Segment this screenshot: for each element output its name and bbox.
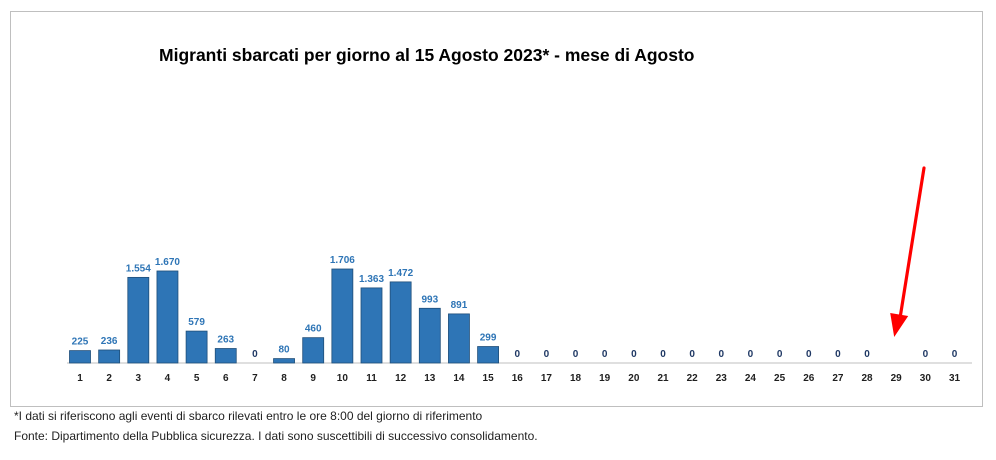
x-tick-label: 10 [337,373,349,384]
x-tick-label: 4 [165,373,171,384]
bar-day-2 [98,349,121,364]
red-arrow-annotation [890,166,926,337]
bar-value-label: 1.472 [388,268,413,279]
x-tick-label: 12 [395,373,407,384]
x-tick-label: 21 [657,373,669,384]
x-tick-label: 16 [512,373,524,384]
value-labels-group: 225 236 1.554 1.670 579 263 0 80 460 1.706 1.363 1.… [72,255,958,360]
bar-day-8 [273,358,295,364]
x-tick-label: 29 [891,373,903,384]
source-note: Fonte: Dipartimento della Pubblica sicur… [14,429,538,443]
x-tick-label: 17 [541,373,553,384]
bar-day-15 [477,346,500,364]
bar-value-label: 1.670 [155,257,180,268]
bar-day-13 [418,307,441,364]
bar-value-label: 0 [777,349,783,360]
bar-day-6 [214,348,237,364]
x-tick-label: 31 [949,373,961,384]
chart-frame: Migranti sbarcati per giorno al 15 Agost… [10,11,983,407]
bar-value-label: 0 [689,349,695,360]
arrow-head [890,313,909,337]
bar-day-10 [331,268,354,364]
bar-value-label: 263 [217,335,234,346]
x-tick-label: 9 [310,373,316,384]
bar-value-label: 80 [278,345,290,356]
bar-day-3 [127,276,150,364]
x-tick-label: 3 [136,373,142,384]
x-tick-label: 2 [106,373,112,384]
x-tick-label: 5 [194,373,200,384]
x-tick-labels-group: 1 2 3 4 5 6 7 8 9 10 11 12 13 14 15 16 17 18 19 20 21 22 23 24 2… [77,373,960,384]
bar-value-label: 1.554 [126,263,151,274]
bar-value-label: 579 [188,317,205,328]
bar-value-label: 0 [923,349,929,360]
x-tick-label: 13 [424,373,436,384]
bar-value-label: 1.706 [330,255,355,266]
bar-value-label: 0 [719,349,725,360]
bar-day-5 [185,330,208,364]
bar-value-label: 993 [421,294,438,305]
x-tick-label: 26 [803,373,815,384]
footnote: *I dati si riferiscono agli eventi di sb… [14,409,483,423]
bar-value-label: 0 [252,349,258,360]
x-tick-label: 19 [599,373,611,384]
x-tick-label: 15 [483,373,495,384]
bar-value-label: 0 [631,349,637,360]
bar-value-label: 0 [952,349,958,360]
x-tick-label: 7 [252,373,258,384]
bar-day-4 [156,270,179,364]
bar-value-label: 0 [573,349,579,360]
bar-value-label: 0 [748,349,754,360]
bar-value-label: 460 [305,324,322,335]
bar-value-label: 0 [806,349,812,360]
bar-value-label: 1.363 [359,274,384,285]
bar-value-label: 0 [660,349,666,360]
x-tick-label: 27 [832,373,844,384]
bar-value-label: 0 [864,349,870,360]
bar-day-14 [448,313,470,364]
bar-day-11 [360,287,383,364]
x-tick-label: 11 [366,373,377,384]
x-tick-label: 24 [745,373,757,384]
x-tick-label: 18 [570,373,582,384]
x-tick-label: 25 [774,373,786,384]
bar-value-label: 236 [101,336,118,347]
bars-group [69,268,500,364]
bar-value-label: 0 [514,349,520,360]
x-tick-label: 20 [628,373,640,384]
arrow-shaft [898,166,926,319]
bar-value-label: 0 [602,349,608,360]
bar-value-label: 225 [72,337,89,348]
bar-value-label: 0 [544,349,550,360]
bar-chart: Migranti sbarcati per giorno al 15 Agost… [67,45,972,384]
bar-day-1 [69,350,91,364]
x-tick-label: 14 [453,373,465,384]
chart-title: Migranti sbarcati per giorno al 15 Agost… [159,45,695,65]
x-tick-label: 30 [920,373,932,384]
x-tick-label: 6 [223,373,229,384]
x-tick-label: 23 [716,373,728,384]
bar-day-9 [302,337,325,364]
bar-day-12 [389,281,412,364]
bar-value-label: 891 [451,300,468,311]
bar-value-label: 299 [480,333,497,344]
x-tick-label: 22 [687,373,699,384]
x-tick-label: 8 [281,373,287,384]
x-tick-label: 28 [861,373,873,384]
x-tick-label: 1 [77,373,83,384]
bar-value-label: 0 [835,349,841,360]
